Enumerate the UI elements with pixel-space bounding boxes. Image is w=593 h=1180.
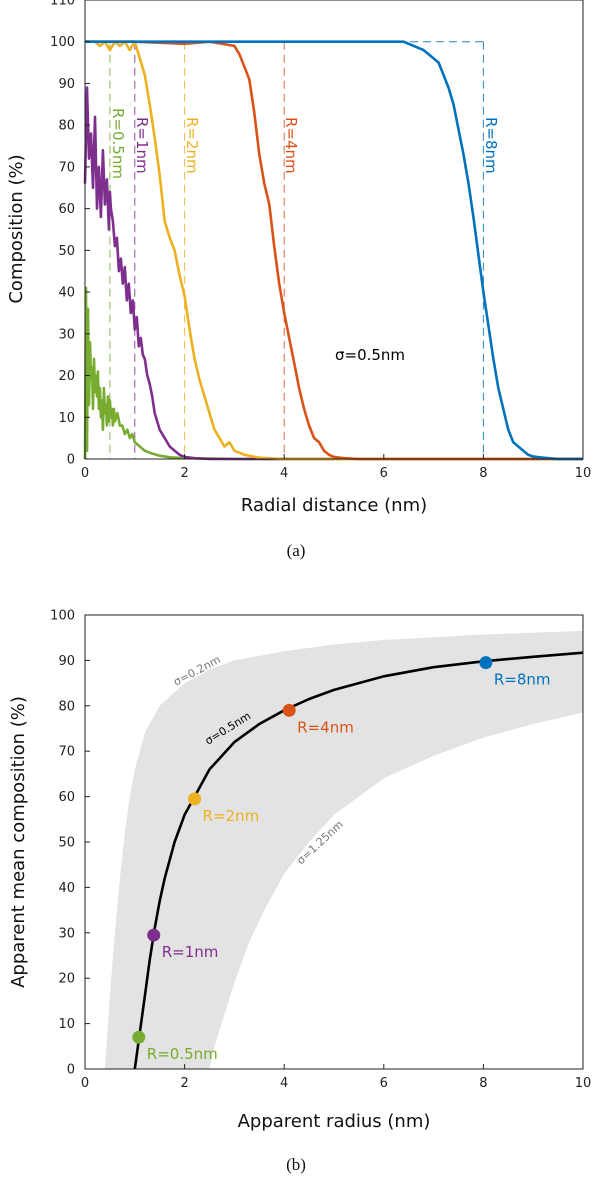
- panel0-xtick-label: 10: [575, 466, 592, 481]
- panel1-ytick-label: 20: [58, 972, 75, 987]
- x-axis-label-b: Apparent radius (nm): [238, 1111, 431, 1132]
- x-ticks-a: 0 2 4 6 8 10: [81, 454, 591, 481]
- panel1-xtick-label: 8: [479, 1076, 487, 1091]
- point-R=4nm: [282, 703, 296, 717]
- panel1-ytick-label: 50: [58, 836, 75, 851]
- point-label-R=8nm: R=8nm: [494, 671, 551, 689]
- panel0-ytick-label: 30: [58, 327, 75, 342]
- fit-curve: [133, 651, 584, 1070]
- radius-label-4nm: R=4nm: [282, 117, 300, 174]
- profile-R=1nm: [83, 86, 334, 461]
- panel0-xtick-label: 6: [380, 466, 388, 481]
- panel1-xtick-label: 10: [575, 1076, 592, 1091]
- profile-R=8nm: [85, 40, 583, 461]
- panel1-ytick-label: 60: [58, 790, 75, 805]
- panel0-ytick-label: 10: [58, 411, 75, 426]
- caption-b: (b): [286, 1155, 306, 1174]
- panel1-xtick-label: 2: [180, 1076, 188, 1091]
- panel0-xtick-label: 4: [280, 466, 288, 481]
- panel0-xtick-label: 0: [81, 466, 89, 481]
- x-ticks-b: 0 2 4 6 8 10: [81, 1064, 591, 1091]
- panel0-ytick-label: 90: [58, 77, 75, 92]
- panel1-xtick-label: 4: [280, 1076, 288, 1091]
- panel0-ytick-label: 40: [58, 286, 75, 301]
- panel1-ytick-label: 90: [58, 654, 75, 669]
- y-ticks-b: 0 10 20 30 40 50 60 70 80 90 100: [50, 609, 90, 1078]
- panel0-xtick-label: 2: [180, 466, 188, 481]
- y-axis-label-a: Composition (%): [6, 154, 27, 303]
- panel1-ytick-label: 10: [58, 1017, 75, 1032]
- panel0-ytick-label: 110: [50, 0, 75, 9]
- panel0-ytick-label: 100: [50, 35, 75, 50]
- profile-R=4nm: [85, 40, 583, 461]
- point-R=2nm: [188, 792, 202, 806]
- y-axis-label-b: Apparent mean composition (%): [8, 696, 29, 988]
- panel1-ytick-label: 0: [67, 1063, 75, 1078]
- sigma-annotation: σ=0.5nm: [335, 346, 405, 364]
- radius-label-1nm: R=1nm: [133, 117, 151, 174]
- composition-profiles: [83, 40, 583, 461]
- panel1-xtick-label: 0: [81, 1076, 89, 1091]
- panel1-xtick-label: 6: [380, 1076, 388, 1091]
- panel0-ytick-label: 70: [58, 160, 75, 175]
- fit-line: [133, 651, 584, 1070]
- point-R=8nm: [479, 656, 493, 670]
- panel1-ytick-label: 100: [50, 609, 75, 624]
- plot-frame-a: [84, 0, 584, 460]
- panel0-ytick-label: 50: [58, 244, 75, 259]
- panel1-ytick-label: 30: [58, 926, 75, 941]
- panel1-ytick-label: 40: [58, 881, 75, 896]
- panel1-ytick-label: 80: [58, 699, 75, 714]
- profile-R=0.5nm: [83, 286, 583, 461]
- panel-a: 0 2 4 6 8 10 0 10 20 30 40 50 60 70 80 90 100 110 Radial…: [6, 0, 591, 560]
- panel-b: R=0.5nm R=1nm R=2nm R=4nm R=8nm 0 2 4 6 8 10 0 10 2…: [8, 609, 591, 1175]
- x-axis-label-a: Radial distance (nm): [241, 495, 427, 516]
- point-R=0.5nm: [132, 1030, 146, 1044]
- radius-points: R=0.5nm R=1nm R=2nm R=4nm R=8nm: [132, 656, 551, 1063]
- panel0-ytick-label: 20: [58, 369, 75, 384]
- point-label-R=2nm: R=2nm: [203, 807, 260, 825]
- point-label-R=1nm: R=1nm: [162, 943, 219, 961]
- radius-guide-lines: [85, 41, 484, 459]
- radius-label-0.5nm: R=0.5nm: [109, 108, 127, 179]
- panel0-ytick-label: 60: [58, 202, 75, 217]
- caption-a: (a): [287, 541, 306, 560]
- radius-label-2nm: R=2nm: [183, 117, 201, 174]
- panel1-ytick-label: 70: [58, 745, 75, 760]
- panel0-ytick-label: 0: [67, 453, 75, 468]
- sigma-range-band: [104, 630, 584, 1069]
- point-label-R=4nm: R=4nm: [297, 718, 354, 736]
- y-ticks-a: 0 10 20 30 40 50 60 70 80 90 100 110: [50, 0, 90, 468]
- point-R=1nm: [147, 928, 161, 942]
- profile-R=2nm: [85, 40, 583, 461]
- panel0-xtick-label: 8: [479, 466, 487, 481]
- panel0-ytick-label: 80: [58, 119, 75, 134]
- radius-label-8nm: R=8nm: [482, 117, 500, 174]
- point-label-R=0.5nm: R=0.5nm: [147, 1045, 218, 1063]
